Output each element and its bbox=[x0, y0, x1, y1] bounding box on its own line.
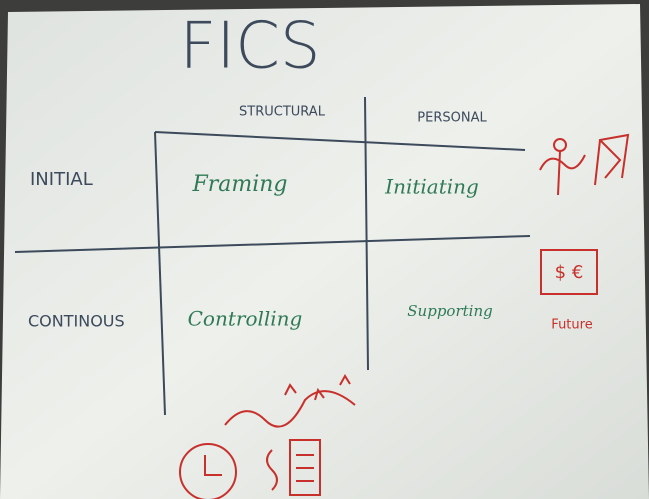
doodles bbox=[179, 133, 630, 499]
cell: Framing bbox=[191, 172, 287, 197]
row-label: CONTINOUS bbox=[28, 312, 125, 331]
column-header: STRUCTURAL bbox=[239, 105, 326, 120]
board bbox=[0, 4, 649, 499]
cell: Initiating bbox=[384, 175, 479, 199]
title: FICS bbox=[180, 10, 321, 84]
note: $ € bbox=[555, 262, 584, 283]
row-label: INITIAL bbox=[30, 169, 93, 190]
note: Future bbox=[551, 318, 592, 333]
column-header: PERSONAL bbox=[417, 111, 487, 126]
grid-lines bbox=[14, 96, 531, 416]
cell: Supporting bbox=[407, 302, 492, 320]
cell: Controlling bbox=[188, 307, 303, 331]
